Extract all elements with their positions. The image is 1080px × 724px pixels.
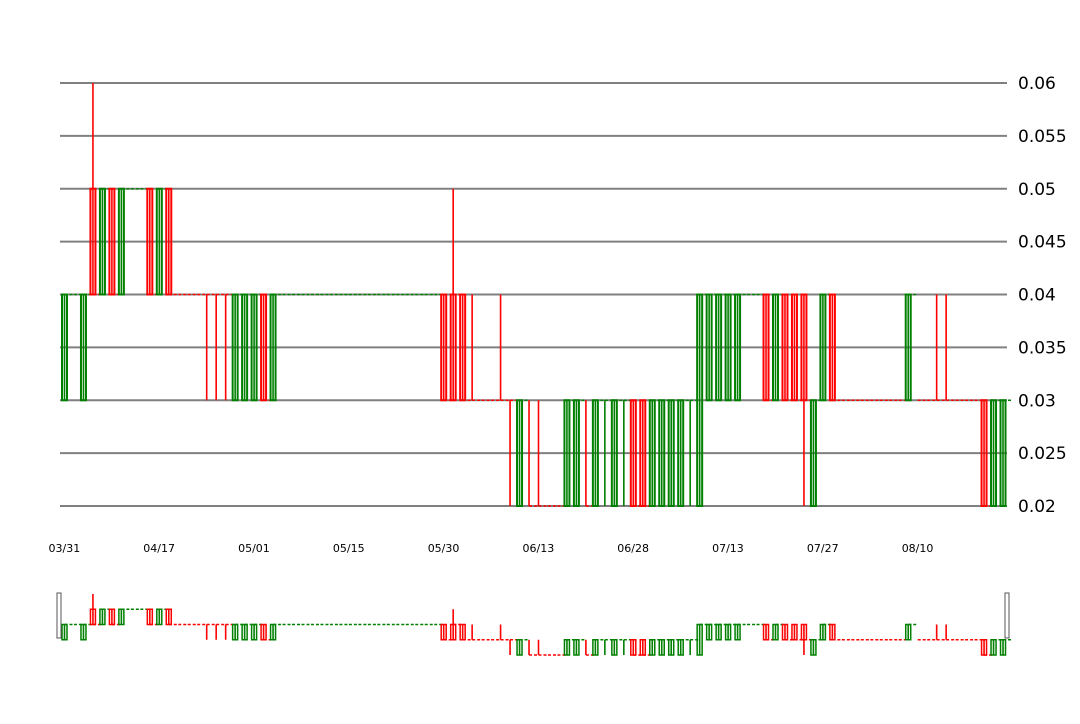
navigator-candle[interactable] <box>904 623 918 641</box>
navigator-candle[interactable] <box>999 638 1013 656</box>
x-axis-ticks: 03/31 04/17 05/01 05/15 05/30 06/13 06/28 07/13… <box>49 542 934 555</box>
main-candle[interactable] <box>572 399 586 507</box>
main-candle[interactable] <box>499 294 511 402</box>
main-candle[interactable] <box>205 293 217 401</box>
navigator-candle[interactable] <box>573 638 586 656</box>
navigator-candle[interactable] <box>677 638 691 656</box>
navigator-candle[interactable] <box>516 638 530 656</box>
y-axis-ticks: 0.02 0.025 0.03 0.035 0.04 0.045 0.05 0.055 0.06 <box>1018 74 1067 517</box>
navigator-candle[interactable] <box>734 623 748 641</box>
y-tick-label: 0.055 <box>1018 127 1067 147</box>
navigator-candle[interactable] <box>459 623 473 641</box>
navigator-candle[interactable] <box>810 638 823 656</box>
navigator-candle[interactable] <box>592 638 605 656</box>
navigator-candle[interactable] <box>611 638 624 656</box>
main-candle[interactable] <box>215 293 226 401</box>
navigator-left-handle[interactable] <box>56 592 62 639</box>
navigator-candle[interactable] <box>118 608 131 626</box>
main-candle[interactable] <box>610 399 624 507</box>
navigator-candle[interactable] <box>215 623 226 640</box>
y-tick-label: 0.03 <box>1018 391 1056 411</box>
navigator-candle[interactable] <box>935 624 947 641</box>
main-candle[interactable] <box>945 294 956 402</box>
x-tick-label: 07/13 <box>712 542 744 555</box>
navigator-candle[interactable] <box>528 639 539 656</box>
y-tick-label: 0.02 <box>1018 497 1056 517</box>
navigator-candle[interactable] <box>471 624 482 641</box>
navigator-candle[interactable] <box>80 623 93 641</box>
y-tick-label: 0.04 <box>1018 286 1056 306</box>
x-tick-label: 08/10 <box>902 542 934 555</box>
navigator-candle[interactable] <box>585 639 596 656</box>
y-tick-label: 0.035 <box>1018 338 1067 358</box>
main-candle[interactable] <box>471 294 482 402</box>
main-candle[interactable] <box>117 187 131 296</box>
main-candle[interactable] <box>537 400 548 507</box>
navigator-candle[interactable] <box>623 638 634 655</box>
navigator-candle[interactable] <box>945 624 956 641</box>
y-tick-label: 0.06 <box>1018 74 1056 94</box>
navigator-candle[interactable] <box>61 623 74 641</box>
grid-lines <box>60 82 1007 507</box>
x-tick-label: 06/28 <box>617 542 649 555</box>
x-tick-label: 04/17 <box>143 542 175 555</box>
main-candle[interactable] <box>935 294 947 402</box>
navigator-right-handle[interactable] <box>1004 592 1010 639</box>
main-candle[interactable] <box>269 293 283 402</box>
main-candle[interactable] <box>828 293 842 402</box>
main-candle[interactable] <box>61 293 74 402</box>
navigator-candle[interactable] <box>689 638 700 655</box>
main-candle[interactable] <box>677 399 691 507</box>
main-candle[interactable] <box>528 400 539 507</box>
x-tick-label: 05/30 <box>428 542 460 555</box>
navigator-candle[interactable] <box>499 624 511 641</box>
navigator-candle[interactable] <box>829 623 842 641</box>
navigator[interactable] <box>56 592 1013 656</box>
main-candle[interactable] <box>734 293 748 402</box>
x-tick-label: 05/01 <box>238 542 270 555</box>
x-tick-label: 06/13 <box>523 542 555 555</box>
x-tick-label: 07/27 <box>807 542 839 555</box>
x-tick-label: 05/15 <box>333 542 365 555</box>
navigator-candle[interactable] <box>537 639 548 656</box>
main-candle[interactable] <box>591 399 605 507</box>
main-candle[interactable] <box>904 293 918 402</box>
navigator-candle[interactable] <box>604 638 615 655</box>
main-candle[interactable] <box>165 187 179 296</box>
navigator-candle[interactable] <box>224 623 236 640</box>
main-candle[interactable] <box>516 399 530 507</box>
y-tick-label: 0.045 <box>1018 233 1067 253</box>
navigator-candle[interactable] <box>205 623 217 640</box>
navigator-candle[interactable] <box>165 608 179 626</box>
navigator-candle[interactable] <box>509 638 520 655</box>
main-candle[interactable] <box>459 293 473 402</box>
navigator-candle[interactable] <box>269 623 283 641</box>
y-tick-label: 0.05 <box>1018 180 1056 200</box>
y-tick-label: 0.025 <box>1018 444 1067 464</box>
candles[interactable] <box>61 83 1013 507</box>
x-tick-label: 03/31 <box>49 542 81 555</box>
main-candle[interactable] <box>999 399 1013 507</box>
